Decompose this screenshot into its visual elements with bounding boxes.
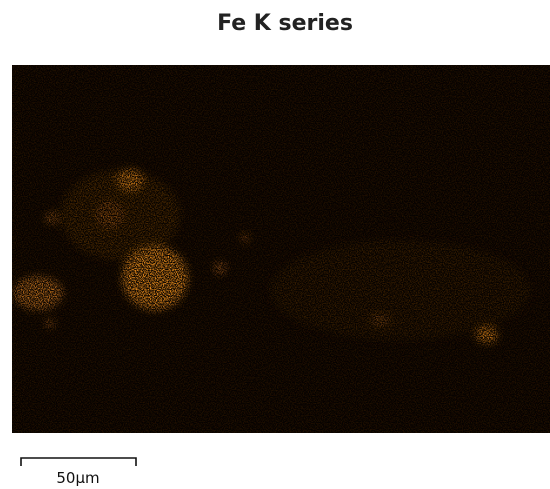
element-map xyxy=(12,65,550,433)
page: Fe K series 50µm (() => { con xyxy=(0,0,550,489)
scale-bar: 50µm xyxy=(21,458,136,487)
scale-label: 50µm xyxy=(56,469,99,487)
map-title: Fe K series xyxy=(217,11,353,36)
figure: Fe K series 50µm xyxy=(0,0,550,489)
